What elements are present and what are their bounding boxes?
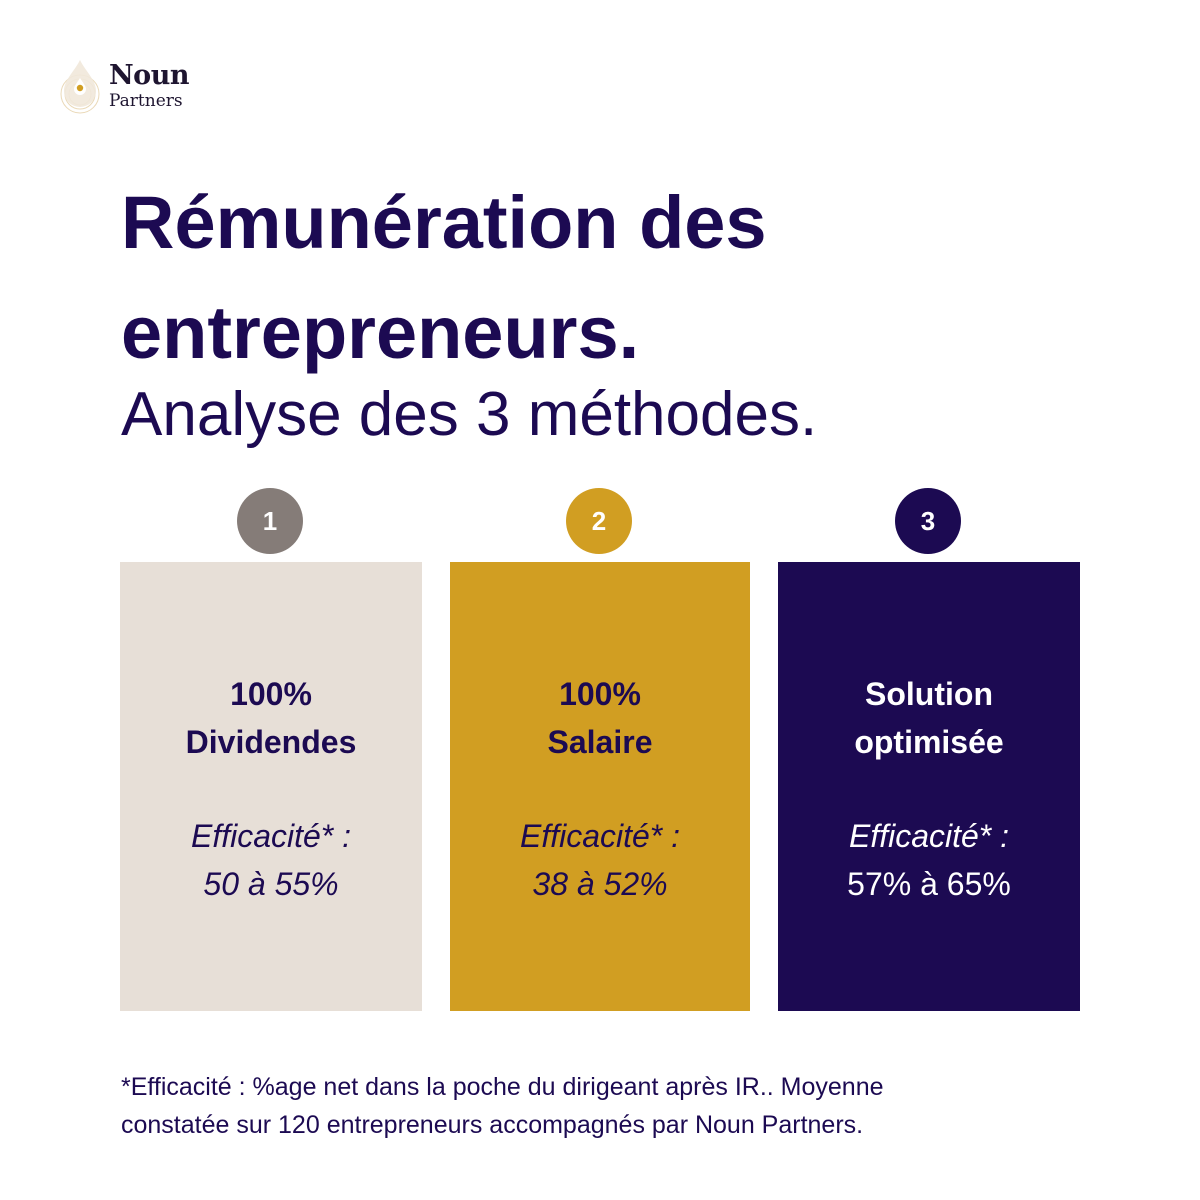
page-title: Rémunération des entrepreneurs.	[121, 168, 1121, 388]
page-subtitle: Analyse des 3 méthodes.	[121, 380, 818, 449]
footnote-line2: constatée sur 120 entrepreneurs accompag…	[121, 1111, 864, 1139]
method-3-title-line2: optimisée	[854, 724, 1004, 760]
method-1-title-line2: Dividendes	[185, 724, 357, 760]
method-3-card: Solution optimisée Efficacité* : 57% à 6…	[778, 562, 1080, 1011]
method-1-title-line1: 100%	[230, 676, 312, 712]
method-2-efficacy-value: 38 à 52%	[532, 866, 668, 902]
method-1-title: 100% Dividendes	[186, 670, 357, 766]
footnote: *Efficacité : %age net dans la poche du …	[121, 1068, 1081, 1144]
method-2-title: 100% Salaire	[548, 670, 653, 766]
method-3-efficacy-label: Efficacité* :	[848, 818, 1010, 854]
method-2-card: 100% Salaire Efficacité* : 38 à 52%	[450, 562, 750, 1011]
method-3-title: Solution optimisée	[854, 670, 1003, 766]
page-title-line1: Rémunération des	[121, 181, 767, 264]
method-2-efficacy-label: Efficacité* :	[519, 818, 681, 854]
method-1-efficacy-label: Efficacité* :	[190, 818, 352, 854]
method-2-title-line1: 100%	[559, 676, 641, 712]
method-3-number-badge: 3	[895, 488, 961, 554]
method-2-number-badge: 2	[566, 488, 632, 554]
logo-wordmark-partners: Partners	[109, 91, 183, 111]
method-1-efficacy-value: 50 à 55%	[203, 866, 339, 902]
method-1-number-badge: 1	[237, 488, 303, 554]
method-1-card: 100% Dividendes Efficacité* : 50 à 55%	[120, 562, 422, 1011]
drop-logo-icon	[60, 60, 100, 114]
method-3-efficacy-value: 57% à 65%	[847, 866, 1011, 902]
page-title-line2: entrepreneurs.	[121, 291, 640, 374]
brand-logo: Noun Partners	[52, 58, 202, 118]
method-2-title-line2: Salaire	[547, 724, 653, 760]
method-3-title-line1: Solution	[865, 676, 993, 712]
footnote-line1: *Efficacité : %age net dans la poche du …	[121, 1073, 884, 1101]
logo-wordmark-noun: Noun	[109, 60, 189, 91]
